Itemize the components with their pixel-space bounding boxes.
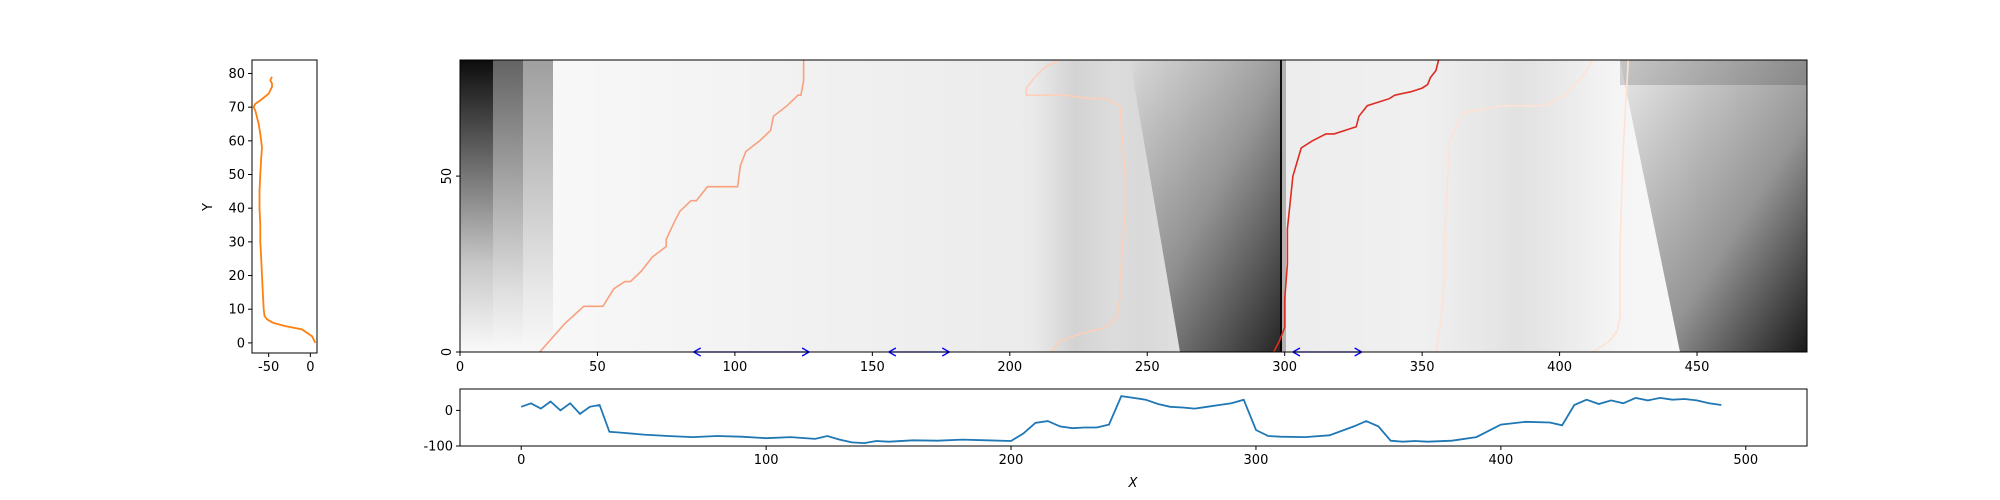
main-x-tick-label: 150 <box>860 360 885 375</box>
left-axes-frame <box>251 59 318 354</box>
path-line-4 <box>1435 60 1594 352</box>
bottom-x-tick-label: 200 <box>999 453 1024 468</box>
bottom-axes-frame <box>459 388 1808 447</box>
main-x-tick-label: 0 <box>456 360 464 375</box>
bottom-profile-line <box>520 395 1722 445</box>
path-line-5 <box>1592 60 1630 352</box>
left-profile-line <box>252 76 317 344</box>
bottom-y-tick-label: 0 <box>445 404 453 419</box>
bottom-y-tick-label: -100 <box>423 440 453 455</box>
bottom-x-tick-label: 0 <box>517 453 525 468</box>
main-x-tick-label: 50 <box>589 360 606 375</box>
main-axes-frame <box>459 59 1808 353</box>
main-y-tick-label: 0 <box>440 348 455 356</box>
main-heatmap-panel: 0 50 100 150 200 250 300 350 400 450 0 50 <box>440 59 1808 375</box>
bottom-x-tick-label: 500 <box>1733 453 1758 468</box>
heatmap-background <box>460 60 1807 352</box>
bottom-x-tick-label: 100 <box>754 453 779 468</box>
left-y-tick-label: 80 <box>228 67 245 82</box>
left-y-tick-label: 50 <box>228 168 245 183</box>
left-y-tick-label: 70 <box>228 101 245 116</box>
path-line-1 <box>539 60 805 352</box>
left-y-tick-label: 20 <box>228 269 245 284</box>
main-x-tick-label: 400 <box>1547 360 1572 375</box>
path-line-2 <box>1025 60 1127 352</box>
main-x-tick-label: 300 <box>1272 360 1297 375</box>
left-y-tick-label: 60 <box>228 134 245 149</box>
main-x-tick-label: 350 <box>1410 360 1435 375</box>
bottom-profile-panel: 0 100 200 300 400 500 -100 0 X <box>423 388 1808 491</box>
main-x-tick-label: 100 <box>722 360 747 375</box>
left-x-tick-label: 0 <box>306 360 314 375</box>
left-y-axis-label: Y <box>201 203 216 212</box>
path-line-3 <box>1272 60 1440 352</box>
main-y-tick-label: 50 <box>440 168 455 185</box>
bottom-x-tick-label: 300 <box>1244 453 1269 468</box>
main-x-tick-label: 200 <box>997 360 1022 375</box>
left-profile-panel: 0 10 20 30 40 50 60 70 80 -50 0 Y <box>201 59 318 375</box>
bottom-x-tick-label: 400 <box>1488 453 1513 468</box>
left-y-tick-label: 40 <box>228 202 245 217</box>
bottom-x-axis-label: X <box>1128 476 1139 491</box>
main-x-tick-label: 250 <box>1135 360 1160 375</box>
left-y-tick-label: 10 <box>228 303 245 318</box>
left-x-tick-label: -50 <box>258 360 279 375</box>
left-y-tick-label: 30 <box>228 235 245 250</box>
main-x-tick-label: 450 <box>1685 360 1710 375</box>
left-y-tick-label: 0 <box>237 336 245 351</box>
